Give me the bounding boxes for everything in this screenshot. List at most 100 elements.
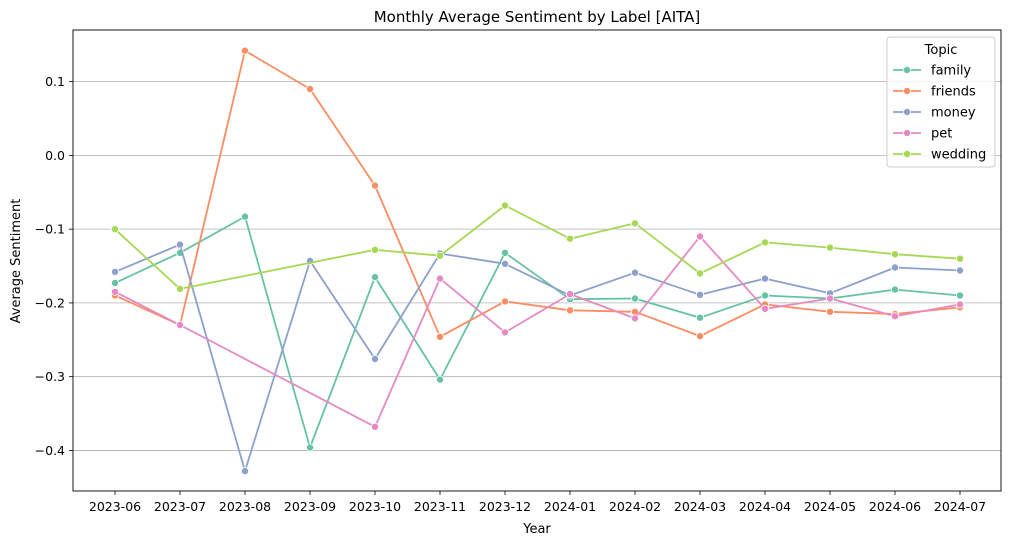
data-point-money <box>175 240 184 249</box>
data-point-money <box>111 267 120 276</box>
data-point-money <box>696 290 705 299</box>
data-point-money <box>240 467 249 476</box>
legend-label: pet <box>931 127 952 142</box>
data-point-pet <box>891 312 900 321</box>
x-tick-label: 2023-08 <box>219 499 271 514</box>
series-wedding <box>111 201 965 293</box>
data-point-pet <box>500 328 509 337</box>
data-point-family <box>696 313 705 322</box>
y-tick-label: −0.3 <box>35 369 65 384</box>
y-tick-label: −0.2 <box>35 295 65 310</box>
chart-title: Monthly Average Sentiment by Label [AITA… <box>374 8 701 26</box>
legend-swatch-marker <box>903 66 912 75</box>
data-point-friends <box>696 332 705 341</box>
data-point-pet <box>956 300 965 309</box>
legend-item-money: money <box>893 106 976 121</box>
legend-label: wedding <box>931 148 986 163</box>
data-point-family <box>305 443 314 452</box>
data-point-family <box>761 291 770 300</box>
data-point-family <box>435 375 444 384</box>
series-line-family <box>114 215 961 449</box>
data-point-wedding <box>631 219 640 228</box>
data-point-wedding <box>111 225 120 234</box>
x-tick-label: 2024-02 <box>609 499 661 514</box>
series-line-friends <box>114 49 961 338</box>
y-tick-label: 0.1 <box>45 74 65 89</box>
series-friends <box>111 46 965 341</box>
data-point-pet <box>761 304 770 313</box>
y-tick-label: −0.4 <box>35 443 65 458</box>
legend-item-family: family <box>893 64 971 79</box>
x-tick-label: 2024-03 <box>674 499 726 514</box>
data-point-money <box>761 274 770 283</box>
data-point-wedding <box>761 238 770 247</box>
x-axis-ticks: 2023-06 2023-07 2023-08 2023-09 2023-10 2023-… <box>89 491 986 514</box>
data-point-wedding <box>826 243 835 252</box>
series-line-wedding <box>114 204 961 290</box>
y-tick-label: −0.1 <box>35 222 65 237</box>
x-tick-label: 2024-05 <box>804 499 856 514</box>
data-point-pet <box>435 274 444 283</box>
data-point-friends <box>435 332 444 341</box>
data-point-friends <box>826 307 835 316</box>
legend-swatch-marker <box>903 87 912 96</box>
legend-swatch-marker <box>903 128 912 137</box>
legend-label: family <box>931 64 971 79</box>
data-point-family <box>240 212 249 221</box>
data-point-pet <box>631 314 640 323</box>
y-axis-ticks: 0.1 0.0 −0.1 −0.2 −0.3 −0.4 <box>35 74 73 458</box>
data-point-pet <box>175 320 184 329</box>
series-pet <box>111 232 965 431</box>
data-point-money <box>500 259 509 268</box>
data-point-money <box>956 266 965 275</box>
x-tick-label: 2023-10 <box>349 499 401 514</box>
data-point-friends <box>566 306 575 315</box>
legend-item-pet: pet <box>893 127 952 142</box>
series-line-pet <box>114 235 961 428</box>
data-point-family <box>891 285 900 294</box>
data-point-family <box>956 291 965 300</box>
x-axis-title: Year <box>522 522 551 537</box>
legend-entries: family friends money pet wedding <box>893 64 986 163</box>
data-point-pet <box>370 422 379 431</box>
legend-swatch-marker <box>903 149 912 158</box>
gridlines <box>73 81 1001 451</box>
legend: Topic family friends money pet wedding <box>886 36 996 168</box>
x-tick-label: 2024-04 <box>739 499 791 514</box>
x-tick-label: 2023-06 <box>89 499 141 514</box>
data-point-pet <box>111 287 120 296</box>
y-axis-title: Average Sentiment <box>9 199 24 324</box>
legend-label: money <box>931 106 976 121</box>
x-tick-label: 2023-11 <box>414 499 466 514</box>
x-tick-label: 2024-06 <box>869 499 921 514</box>
data-point-wedding <box>956 254 965 263</box>
data-point-wedding <box>696 269 705 278</box>
series-family <box>111 212 965 452</box>
legend-label: friends <box>931 85 976 100</box>
data-point-friends <box>500 297 509 306</box>
data-point-wedding <box>500 201 509 210</box>
plot-frame <box>72 29 1002 492</box>
x-tick-label: 2024-01 <box>544 499 596 514</box>
x-tick-label: 2023-07 <box>154 499 206 514</box>
data-point-wedding <box>435 251 444 260</box>
data-point-wedding <box>370 245 379 254</box>
legend-title: Topic <box>924 43 958 58</box>
data-point-pet <box>696 232 705 241</box>
data-point-money <box>631 268 640 277</box>
data-point-money <box>891 263 900 272</box>
data-point-pet <box>566 290 575 299</box>
data-point-family <box>370 273 379 282</box>
y-tick-label: 0.0 <box>45 148 65 163</box>
x-tick-label: 2023-09 <box>284 499 336 514</box>
data-point-family <box>111 278 120 287</box>
legend-swatch-marker <box>903 108 912 117</box>
series-layer <box>111 46 965 476</box>
data-point-friends <box>240 46 249 55</box>
x-tick-label: 2023-12 <box>479 499 531 514</box>
data-point-money <box>370 354 379 363</box>
data-point-pet <box>826 294 835 303</box>
data-point-wedding <box>566 234 575 243</box>
legend-item-friends: friends <box>893 85 976 100</box>
data-point-friends <box>305 85 314 94</box>
